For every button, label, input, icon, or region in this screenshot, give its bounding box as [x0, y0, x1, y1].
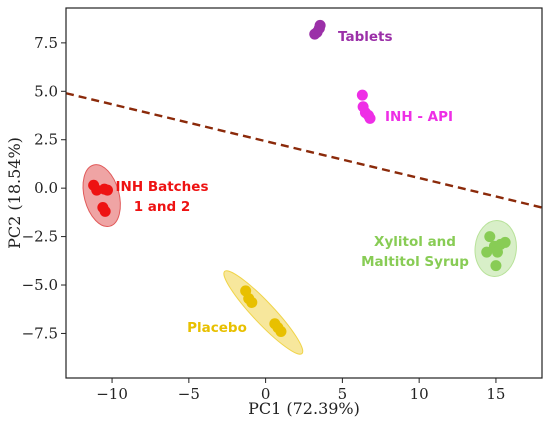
- score-point: [484, 231, 496, 243]
- x-axis-ticks: −10 −5 0 5 10 15: [96, 378, 505, 403]
- y-tick-label: −5.0: [22, 276, 58, 294]
- score-point: [364, 112, 376, 124]
- group-label: INH Batches 1 and 2: [116, 179, 209, 215]
- y-tick-label: 2.5: [34, 131, 58, 149]
- score-point: [356, 89, 368, 101]
- group-label: Xylitol and Maltitol Syrup: [361, 234, 469, 270]
- group-labels: Tablets INH - API INH Batches 1 and 2 Xylito…: [116, 29, 470, 336]
- x-tick-label: −5: [178, 385, 200, 403]
- group-label: Tablets: [338, 29, 393, 45]
- y-tick-label: 5.0: [34, 82, 58, 100]
- score-point: [275, 326, 287, 338]
- y-tick-label: −2.5: [22, 228, 58, 246]
- divider-line-group: [65, 92, 543, 209]
- score-point: [490, 260, 502, 272]
- score-point: [99, 205, 111, 217]
- x-tick-label: 5: [338, 385, 348, 403]
- y-tick-label: 7.5: [34, 34, 58, 52]
- score-point: [246, 296, 258, 308]
- y-tick-label: −7.5: [22, 324, 58, 342]
- group-label: INH - API: [385, 109, 453, 125]
- x-tick-label: 10: [410, 385, 429, 403]
- y-axis-title: PC2 (18.54%): [5, 137, 24, 249]
- score-point: [499, 236, 511, 248]
- group-ellipse: [82, 164, 121, 228]
- x-axis-title: PC1 (72.39%): [248, 399, 360, 418]
- group-label: Placebo: [187, 320, 247, 336]
- y-tick-label: 0.0: [34, 179, 58, 197]
- score-point: [314, 19, 326, 31]
- group-ellipse: [223, 270, 304, 355]
- x-tick-label: 15: [486, 385, 505, 403]
- x-tick-label: −10: [96, 385, 128, 403]
- score-point: [101, 184, 113, 196]
- score-point: [491, 246, 503, 258]
- y-axis-ticks: 7.5 5.0 2.5 0.0 −2.5 −5.0 −7.5: [22, 34, 66, 342]
- plot-frame: [65, 7, 543, 379]
- score-points: [88, 19, 511, 338]
- x-tick-label: 0: [261, 385, 271, 403]
- divider-line: [65, 92, 543, 209]
- score-point: [481, 246, 493, 258]
